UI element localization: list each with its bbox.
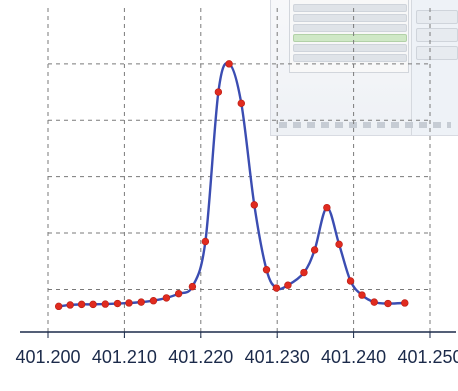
panel-strip xyxy=(293,44,407,52)
data-point-group xyxy=(54,60,409,311)
grid xyxy=(47,8,431,338)
panel-strip-highlighted xyxy=(293,34,407,42)
data-point xyxy=(201,237,210,246)
data-point xyxy=(225,60,233,68)
background-icon-row xyxy=(279,122,451,128)
data-point xyxy=(358,291,366,299)
data-point xyxy=(125,299,133,307)
data-point xyxy=(214,88,223,96)
data-point xyxy=(162,294,171,302)
data-point xyxy=(284,281,292,289)
background-panel xyxy=(289,0,409,73)
data-point xyxy=(335,240,343,249)
data-point xyxy=(370,298,378,306)
data-point xyxy=(54,302,63,311)
x-tick-label: 401.240 xyxy=(321,347,386,367)
data-point xyxy=(188,282,197,291)
data-point xyxy=(300,268,308,277)
data-point xyxy=(384,299,392,308)
data-point xyxy=(137,298,145,306)
data-point xyxy=(262,266,271,274)
data-point xyxy=(401,299,409,307)
x-tick-label: 401.210 xyxy=(92,347,157,367)
data-point xyxy=(77,300,86,309)
data-point xyxy=(250,201,258,209)
data-point xyxy=(149,297,158,305)
data-point xyxy=(272,284,281,292)
data-point xyxy=(89,300,97,309)
data-point xyxy=(101,300,110,308)
panel-strip xyxy=(293,24,407,32)
panel-strip xyxy=(293,54,407,62)
data-point xyxy=(310,246,319,254)
panel-strip xyxy=(293,4,407,12)
background-sidebar xyxy=(411,0,458,135)
background-software-window xyxy=(270,0,458,136)
data-point xyxy=(113,299,122,308)
panel-strip xyxy=(293,14,407,22)
x-axis: 401.200 401.210 401.220 401.230 401.240 401.2… xyxy=(15,331,458,367)
series-line xyxy=(57,62,406,308)
x-tick-label: 401.250 xyxy=(397,347,458,367)
data-point xyxy=(323,203,331,212)
x-tick-label: 401.220 xyxy=(168,347,233,367)
data-point xyxy=(66,301,74,309)
series-line-group xyxy=(57,62,406,308)
data-point xyxy=(237,99,245,108)
x-tick-label: 401.230 xyxy=(245,347,310,367)
x-tick-label: 401.200 xyxy=(15,347,80,367)
data-point xyxy=(174,289,183,298)
data-point xyxy=(346,277,355,285)
